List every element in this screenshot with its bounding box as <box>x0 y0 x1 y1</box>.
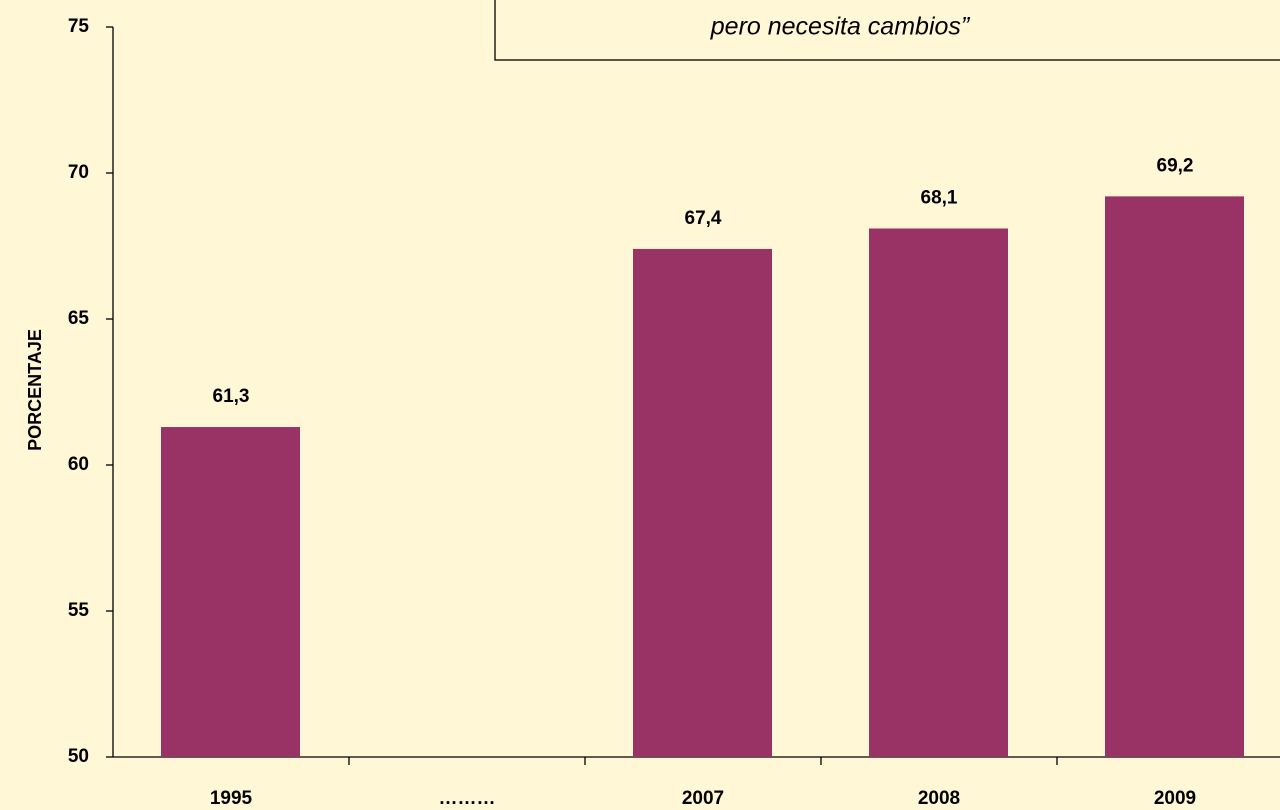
value-label: 69,2 <box>1157 155 1194 176</box>
bar <box>633 248 772 758</box>
x-tick-label: 2008 <box>918 788 960 809</box>
y-tick-label: 75 <box>68 16 90 37</box>
y-tick-label: 50 <box>68 746 89 767</box>
x-tick-label: 1995 <box>210 788 253 809</box>
bar <box>1105 196 1244 758</box>
bar <box>869 228 1008 758</box>
y-tick-label: 60 <box>68 454 89 475</box>
bar <box>161 427 300 757</box>
value-label: 67,4 <box>685 208 722 229</box>
annotation-box <box>494 0 1280 61</box>
y-axis-label: PORCENTAJE <box>25 329 45 451</box>
x-tick-label: ……… <box>439 788 496 809</box>
y-tick-label: 70 <box>68 162 89 183</box>
y-tick-label: 55 <box>68 600 90 621</box>
annotation: pero necesita cambios” <box>710 13 971 41</box>
x-tick-label: 2007 <box>682 788 724 809</box>
value-label: 61,3 <box>213 386 250 407</box>
x-tick-label: 2009 <box>1154 788 1196 809</box>
y-tick-label: 65 <box>68 308 90 329</box>
value-label: 68,1 <box>921 187 958 208</box>
